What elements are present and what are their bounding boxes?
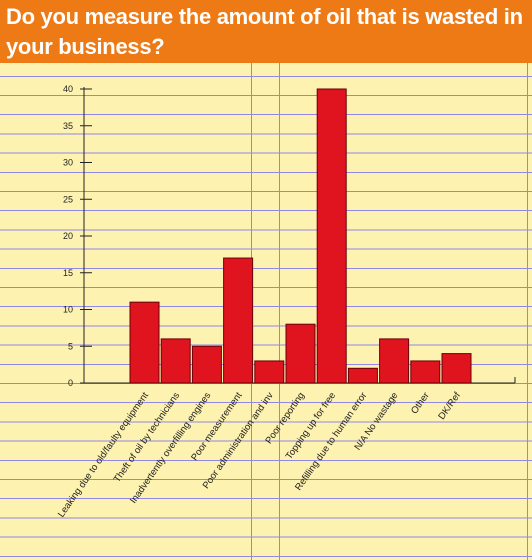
- y-tick-label: 25: [63, 194, 73, 204]
- x-tick-label: Other: [409, 390, 432, 416]
- x-tick-label: DK/Ref: [436, 390, 463, 422]
- y-tick-label: 20: [63, 231, 73, 241]
- y-tick-label: 10: [63, 305, 73, 315]
- bar: [316, 88, 347, 384]
- y-tick-label: 30: [63, 158, 73, 168]
- chart-title: Do you measure the amount of oil that is…: [6, 4, 523, 59]
- y-tick-label: 35: [63, 121, 73, 131]
- title-bar: Do you measure the amount of oil that is…: [0, 0, 532, 63]
- bar: [347, 367, 378, 384]
- y-tick-label: 15: [63, 268, 73, 278]
- bar: [223, 257, 254, 384]
- bar: [160, 338, 191, 384]
- bar: [441, 353, 472, 384]
- y-tick-label: 40: [63, 84, 73, 94]
- bar: [410, 360, 441, 384]
- bar: [254, 360, 285, 384]
- paper-margin-line: [527, 63, 528, 560]
- paper-margin-line: [279, 63, 280, 560]
- y-tick-label: 5: [68, 341, 73, 351]
- bar: [129, 301, 160, 384]
- bar: [379, 338, 410, 384]
- bar: [191, 345, 222, 384]
- y-tick-label: 0: [68, 378, 73, 388]
- bar: [285, 323, 316, 384]
